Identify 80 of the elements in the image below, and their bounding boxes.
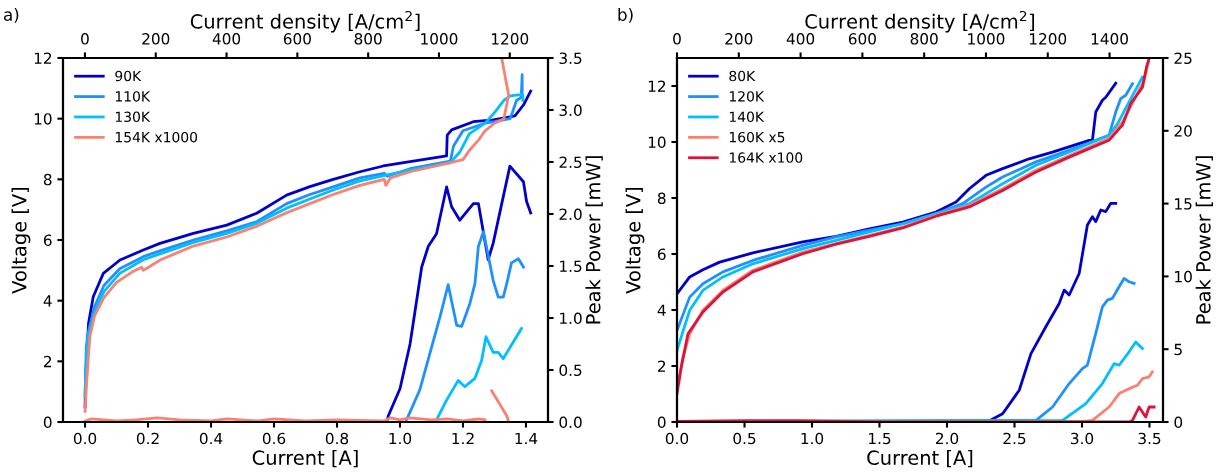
y2-tick-label: 2.0 [559, 208, 582, 221]
y2-tick-label: 15 [1175, 198, 1192, 210]
y2-tick-label: 1.5 [560, 260, 582, 273]
x-tick-label: 0.5 [733, 432, 756, 445]
x-tick-label: 1.5 [869, 432, 891, 445]
legend-label: 90K [115, 70, 142, 82]
y-tick-label: 2 [43, 355, 52, 368]
y-tick-label: 2 [657, 360, 666, 372]
x2-tick-label: 1000 [421, 33, 458, 45]
y2-tick-label: 3.0 [559, 104, 582, 117]
y-tick-label: 0 [657, 416, 666, 429]
x-axis-title: Current [A] [252, 449, 358, 468]
x2-tick-label: 600 [848, 33, 876, 45]
x-tick-label: 0.0 [665, 432, 689, 445]
y-tick-label: 12 [34, 52, 52, 64]
y2-tick-label: 0.0 [559, 416, 582, 429]
x-tick-label: 0.8 [325, 432, 349, 445]
y-tick-label: 4 [43, 295, 52, 307]
y2-axis-title: Peak Power [mW] [585, 156, 603, 324]
y-tick-label: 10 [34, 113, 52, 125]
y2-tick-label: 0.5 [559, 364, 582, 377]
x-tick-label: 0.0 [73, 432, 97, 445]
x-tick-label: 1.0 [801, 432, 824, 445]
x2-tick-label: 0 [673, 33, 681, 45]
legend-label: 110K [115, 91, 151, 102]
x2-tick-label: 1200 [1029, 33, 1067, 45]
x2-axis-title: Current density [A/cm$^{2}$] [190, 10, 420, 33]
y2-tick-label: 20 [1174, 125, 1192, 137]
x-tick-label: 0.6 [262, 432, 286, 445]
legend-label: 120K [729, 91, 765, 102]
x-tick-label: 2.0 [935, 432, 959, 445]
legend-label: 140K [729, 111, 765, 123]
y-tick-label: 6 [657, 248, 666, 261]
legend-label: 80K [729, 70, 756, 82]
x2-tick-label: 1200 [492, 33, 529, 45]
y-tick-label: 8 [657, 192, 666, 205]
x2-tick-label: 400 [786, 33, 815, 45]
x2-tick-label: 400 [212, 33, 241, 45]
x-tick-label: 1.2 [452, 432, 474, 445]
legend-label: 130K [115, 111, 151, 123]
x-tick-label: 0.2 [136, 432, 159, 445]
y2-tick-label: 5 [1174, 343, 1182, 356]
y2-tick-label: 3.5 [559, 52, 582, 65]
legend-label: 164K x100 [729, 152, 803, 163]
y2-tick-label: 2.5 [559, 156, 582, 169]
x2-axis-title: Current density [A/cm$^{2}$] [805, 10, 1035, 33]
x2-tick-label: 1000 [968, 33, 1005, 45]
text: b) [618, 8, 633, 23]
x2-tick-label: 800 [354, 33, 382, 45]
y-tick-label: 0 [43, 416, 52, 429]
x2-tick-label: 600 [283, 33, 311, 45]
y-axis-title: Voltage [V] [625, 187, 645, 294]
y-tick-label: 4 [657, 304, 666, 316]
legend-label: 154K x1000 [115, 131, 198, 143]
x-tick-label: 1.4 [515, 432, 538, 445]
x-tick-label: 1.0 [389, 432, 412, 445]
x-tick-label: 2.5 [1003, 432, 1026, 445]
y2-axis-title: Peak Power [mW] [1195, 156, 1213, 324]
y-tick-label: 10 [648, 136, 666, 149]
y2-tick-label: 0 [1174, 416, 1183, 429]
x-tick-label: 3.5 [1138, 432, 1161, 445]
y2-tick-label: 25 [1174, 52, 1192, 65]
x-tick-label: 0.4 [199, 432, 223, 445]
x2-tick-label: 1400 [1091, 33, 1128, 45]
x-tick-label: 3.0 [1071, 432, 1094, 445]
x2-tick-label: 800 [910, 33, 938, 45]
y2-tick-label: 10 [1175, 270, 1192, 283]
y-tick-label: 6 [43, 234, 52, 247]
y-tick-label: 8 [43, 173, 52, 186]
line-series [385, 164, 533, 422]
x2-tick-label: 200 [725, 33, 753, 45]
y-tick-label: 12 [648, 80, 666, 92]
text: a) [4, 8, 19, 23]
x2-tick-label: 0 [81, 33, 89, 45]
legend-label: 160K x5 [729, 131, 785, 143]
y2-tick-label: 1.0 [560, 312, 582, 325]
line-series [405, 230, 525, 422]
x2-tick-label: 200 [142, 33, 170, 45]
y-axis-title: Voltage [V] [11, 187, 31, 294]
x-axis-title: Current [A] [867, 449, 973, 468]
